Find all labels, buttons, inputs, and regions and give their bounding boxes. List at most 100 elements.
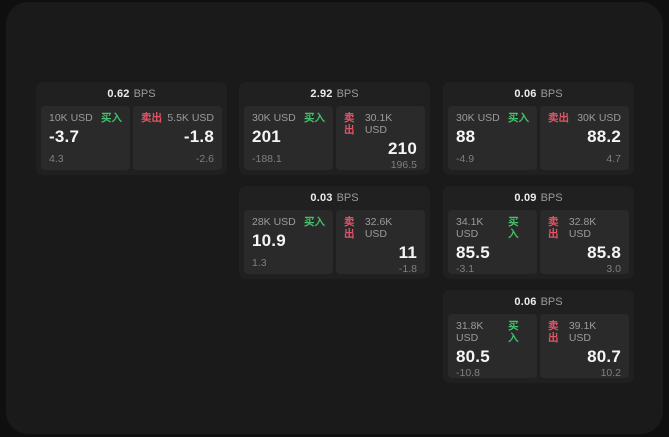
sell-amount: 32.8K USD [568,216,597,240]
card-header: 2.92 BPS [239,82,430,106]
buy-price: 80.5 [456,347,490,366]
buy-amount: 30K USD [252,112,296,124]
card-header: 0.06 BPS [443,82,634,106]
buy-panel[interactable]: 34.1K USD 买入 85.5 -3.1 [448,210,537,275]
buy-side-label: 买入 [508,320,519,344]
sell-panel-top: 卖出 32.6K USD [344,216,417,240]
sell-delta: 3.0 [606,263,621,275]
buy-sell-panels: 31.8K USD 买入 80.5 -10.8 卖出 39.1K USD 80.… [443,314,634,383]
buy-amount: 28K USD [252,216,296,228]
buy-panel-top: 28K USD 买入 [252,216,325,228]
sell-panel[interactable]: 卖出 39.1K USD 80.7 10.2 [540,314,629,379]
buy-panel[interactable]: 28K USD 买入 10.9 1.3 [244,210,333,274]
sell-delta: -1.8 [398,263,417,275]
buy-amount: 31.8K USD [456,320,484,344]
bps-value: 0.62 [107,88,130,100]
quote-card: 2.92 BPS 30K USD 买入 201 -188.1 卖出 30.1K … [239,82,430,175]
sell-panel-top: 卖出 30.1K USD [344,112,417,136]
sell-side-label: 卖出 [344,112,355,136]
sell-delta: 4.7 [606,153,621,165]
buy-sell-panels: 28K USD 买入 10.9 1.3 卖出 32.6K USD 11 -1.8 [239,210,430,279]
sell-delta: 10.2 [600,367,621,379]
bps-unit-label: BPS [540,192,563,204]
buy-panel[interactable]: 30K USD 买入 88 -4.9 [448,106,537,170]
sell-side-label: 卖出 [141,112,162,124]
buy-delta: -188.1 [252,153,282,165]
buy-sell-panels: 10K USD 买入 -3.7 4.3 卖出 5.5K USD -1.8 -2.… [36,106,227,175]
buy-delta: -3.1 [456,263,475,275]
buy-price: 85.5 [456,243,490,262]
bps-value: 0.03 [310,192,333,204]
sell-price: 80.7 [587,347,621,366]
quote-card: 0.09 BPS 34.1K USD 买入 85.5 -3.1 卖出 32.8K… [443,186,634,279]
buy-panel[interactable]: 10K USD 买入 -3.7 4.3 [41,106,130,170]
buy-side-label: 买入 [101,112,122,124]
card-header: 0.06 BPS [443,290,634,314]
buy-panel[interactable]: 30K USD 买入 201 -188.1 [244,106,333,170]
sell-price: -1.8 [183,127,214,146]
buy-panel[interactable]: 31.8K USD 买入 80.5 -10.8 [448,314,537,379]
sell-price: 88.2 [587,127,621,146]
card-header: 0.09 BPS [443,186,634,210]
bps-unit-label: BPS [133,88,156,100]
buy-delta: -4.9 [456,153,475,165]
sell-side-label: 卖出 [548,112,569,124]
buy-side-label: 买入 [304,112,325,124]
bps-unit-label: BPS [540,88,563,100]
sell-panel[interactable]: 卖出 30K USD 88.2 4.7 [540,106,629,170]
sell-delta: 196.5 [390,159,417,171]
buy-panel-top: 31.8K USD 买入 [456,320,529,344]
sell-side-label: 卖出 [344,216,355,240]
quote-card: 0.03 BPS 28K USD 买入 10.9 1.3 卖出 32.6K US… [239,186,430,279]
buy-price: 88 [456,127,476,146]
sell-side-label: 卖出 [548,320,559,344]
buy-delta: -10.8 [456,367,480,379]
bps-value: 2.92 [310,88,333,100]
sell-delta: -2.6 [195,153,214,165]
buy-sell-panels: 30K USD 买入 201 -188.1 卖出 30.1K USD 210 1… [239,106,430,175]
quotes-panel: 0.62 BPS 10K USD 买入 -3.7 4.3 卖出 5.5K USD [6,2,663,434]
sell-price: 11 [398,243,417,262]
buy-sell-panels: 30K USD 买入 88 -4.9 卖出 30K USD 88.2 4.7 [443,106,634,175]
sell-panel[interactable]: 卖出 30.1K USD 210 196.5 [336,106,425,171]
buy-panel-top: 30K USD 买入 [252,112,325,124]
quote-card: 0.62 BPS 10K USD 买入 -3.7 4.3 卖出 5.5K USD [36,82,227,175]
buy-amount: 10K USD [49,112,93,124]
buy-price: 201 [252,127,281,146]
sell-price: 210 [388,139,417,158]
bps-unit-label: BPS [336,88,359,100]
quote-card: 0.06 BPS 30K USD 买入 88 -4.9 卖出 30K USD [443,82,634,175]
buy-side-label: 买入 [508,216,519,240]
bps-value: 0.06 [514,88,537,100]
buy-price: -3.7 [49,127,80,146]
bps-unit-label: BPS [540,296,563,308]
sell-panel-top: 卖出 32.8K USD [548,216,621,240]
sell-panel-top: 卖出 39.1K USD [548,320,621,344]
buy-amount: 30K USD [456,112,500,124]
quote-card: 0.06 BPS 31.8K USD 买入 80.5 -10.8 卖出 39.1… [443,290,634,383]
sell-panel[interactable]: 卖出 32.8K USD 85.8 3.0 [540,210,629,275]
buy-delta: 1.3 [252,257,267,269]
sell-side-label: 卖出 [548,216,559,240]
buy-panel-top: 30K USD 买入 [456,112,529,124]
sell-panel-top: 卖出 5.5K USD [141,112,214,124]
buy-price: 10.9 [252,231,286,250]
buy-side-label: 买入 [508,112,529,124]
sell-amount: 39.1K USD [568,320,597,344]
buy-amount: 34.1K USD [456,216,484,240]
sell-price: 85.8 [587,243,621,262]
bps-value: 0.09 [514,192,537,204]
buy-panel-top: 10K USD 买入 [49,112,122,124]
buy-delta: 4.3 [49,153,64,165]
buy-side-label: 买入 [304,216,325,228]
bps-unit-label: BPS [336,192,359,204]
sell-panel-top: 卖出 30K USD [548,112,621,124]
sell-panel[interactable]: 卖出 5.5K USD -1.8 -2.6 [133,106,222,170]
sell-panel[interactable]: 卖出 32.6K USD 11 -1.8 [336,210,425,275]
card-header: 0.62 BPS [36,82,227,106]
sell-amount: 30.1K USD [364,112,393,136]
sell-amount: 5.5K USD [167,112,214,124]
buy-panel-top: 34.1K USD 买入 [456,216,529,240]
sell-amount: 32.6K USD [364,216,393,240]
